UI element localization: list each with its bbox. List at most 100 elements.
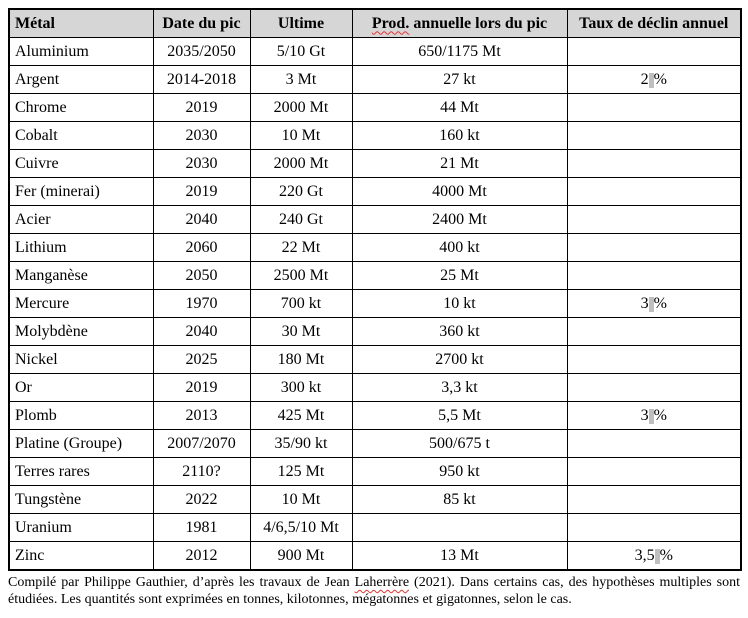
- cell-metal: Lithium: [8, 233, 154, 262]
- taux-value: 3: [640, 294, 649, 312]
- cell-metal: Cobalt: [8, 121, 154, 150]
- table-row: Mercure 1970 700 kt 10 kt 3 %: [8, 289, 742, 318]
- cell-metal: Acier: [8, 205, 154, 234]
- taux-value: 3,5: [634, 546, 655, 564]
- cell-ultime: 220 Gt: [249, 177, 353, 206]
- nbsp-highlight: [648, 72, 654, 88]
- percent-sign: %: [653, 70, 667, 88]
- table-row: Chrome 2019 2000 Mt 44 Mt: [8, 93, 742, 122]
- percent-sign: %: [653, 294, 667, 312]
- cell-taux: [566, 429, 742, 458]
- header-date-du-pic: Date du pic: [152, 8, 251, 38]
- cell-metal: Aluminium: [8, 37, 154, 66]
- cell-date: 2012: [152, 541, 251, 571]
- cell-prod: 500/675 t: [351, 429, 568, 458]
- table-row: Uranium 1981 4/6,5/10 Mt: [8, 513, 742, 542]
- cell-metal: Zinc: [8, 541, 154, 571]
- misspelled-word: Prod.: [371, 14, 410, 32]
- cell-taux: [566, 485, 742, 514]
- cell-prod: 950 kt: [351, 457, 568, 486]
- cell-taux: 3 %: [566, 289, 742, 318]
- cell-date: 2040: [152, 317, 251, 346]
- cell-taux: [566, 93, 742, 122]
- cell-date: 2019: [152, 177, 251, 206]
- cell-ultime: 22 Mt: [249, 233, 353, 262]
- table-row: Acier 2040 240 Gt 2400 Mt: [8, 205, 742, 234]
- header-ultime: Ultime: [249, 8, 353, 38]
- cell-date: 2007/2070: [152, 429, 251, 458]
- cell-metal: Mercure: [8, 289, 154, 318]
- cell-metal: Manganèse: [8, 261, 154, 290]
- cell-prod: 21 Mt: [351, 149, 568, 178]
- nbsp-highlight: [654, 548, 660, 564]
- cell-date: 2013: [152, 401, 251, 430]
- percent-sign: %: [659, 546, 673, 564]
- cell-metal: Tungstène: [8, 485, 154, 514]
- cell-taux: [566, 317, 742, 346]
- table-row: Or 2019 300 kt 3,3 kt: [8, 373, 742, 402]
- nbsp-highlight: [648, 296, 654, 312]
- cell-taux: [566, 261, 742, 290]
- table-row: Lithium 2060 22 Mt 400 kt: [8, 233, 742, 262]
- table-row: Manganèse 2050 2500 Mt 25 Mt: [8, 261, 742, 290]
- cell-taux: [566, 345, 742, 374]
- cell-metal: Chrome: [8, 93, 154, 122]
- table-row: Platine (Groupe) 2007/2070 35/90 kt 500/675…: [8, 429, 742, 458]
- taux-value: 3: [640, 406, 649, 424]
- cell-metal: Argent: [8, 65, 154, 94]
- taux-value: 2: [640, 70, 649, 88]
- cell-metal: Or: [8, 373, 154, 402]
- header-prod-rest: annuelle lors du pic: [409, 14, 548, 32]
- cell-prod: 10 kt: [351, 289, 568, 318]
- cell-date: 2110?: [152, 457, 251, 486]
- cell-ultime: 30 Mt: [249, 317, 353, 346]
- cell-prod: 44 Mt: [351, 93, 568, 122]
- caption-before: Compilé par Philippe Gauthier, d’après l…: [8, 575, 355, 590]
- cell-taux: 3,5 %: [566, 541, 742, 571]
- table-row: Plomb 2013 425 Mt 5,5 Mt 3 %: [8, 401, 742, 430]
- cell-prod: 85 kt: [351, 485, 568, 514]
- cell-date: 2050: [152, 261, 251, 290]
- cell-prod: 360 kt: [351, 317, 568, 346]
- cell-ultime: 125 Mt: [249, 457, 353, 486]
- percent-sign: %: [653, 406, 667, 424]
- caption-text: Compilé par Philippe Gauthier, d’après l…: [8, 574, 740, 608]
- table-row: Cuivre 2030 2000 Mt 21 Mt: [8, 149, 742, 178]
- cell-ultime: 10 Mt: [249, 485, 353, 514]
- cell-ultime: 300 kt: [249, 373, 353, 402]
- cell-prod: 2400 Mt: [351, 205, 568, 234]
- cell-ultime: 900 Mt: [249, 541, 353, 571]
- cell-prod: [351, 513, 568, 542]
- cell-ultime: 2000 Mt: [249, 93, 353, 122]
- cell-prod: 4000 Mt: [351, 177, 568, 206]
- cell-taux: 3 %: [566, 401, 742, 430]
- cell-prod: 650/1175 Mt: [351, 37, 568, 66]
- table-row: Argent 2014-2018 3 Mt 27 kt 2 %: [8, 65, 742, 94]
- cell-date: 2019: [152, 93, 251, 122]
- cell-metal: Uranium: [8, 513, 154, 542]
- cell-prod: 400 kt: [351, 233, 568, 262]
- misspelled-word: Laherrère: [354, 575, 410, 590]
- cell-metal: Cuivre: [8, 149, 154, 178]
- cell-date: 2030: [152, 121, 251, 150]
- header-row: Métal Date du pic Ultime Prod. annuelle …: [8, 8, 742, 38]
- table-row: Terres rares 2110? 125 Mt 950 kt: [8, 457, 742, 486]
- cell-date: 2035/2050: [152, 37, 251, 66]
- cell-taux: [566, 233, 742, 262]
- cell-taux: 2 %: [566, 65, 742, 94]
- cell-ultime: 35/90 kt: [249, 429, 353, 458]
- caption-after: (2021). Dans certains cas, des hypothèse…: [8, 575, 740, 607]
- cell-date: 2040: [152, 205, 251, 234]
- cell-ultime: 4/6,5/10 Mt: [249, 513, 353, 542]
- table-row: Fer (minerai) 2019 220 Gt 4000 Mt: [8, 177, 742, 206]
- cell-metal: Fer (minerai): [8, 177, 154, 206]
- cell-date: 1981: [152, 513, 251, 542]
- metals-table: Métal Date du pic Ultime Prod. annuelle …: [8, 8, 742, 571]
- cell-ultime: 700 kt: [249, 289, 353, 318]
- cell-date: 2030: [152, 149, 251, 178]
- cell-metal: Platine (Groupe): [8, 429, 154, 458]
- cell-prod: 160 kt: [351, 121, 568, 150]
- table-row: Tungstène 2022 10 Mt 85 kt: [8, 485, 742, 514]
- cell-prod: 3,3 kt: [351, 373, 568, 402]
- cell-ultime: 2500 Mt: [249, 261, 353, 290]
